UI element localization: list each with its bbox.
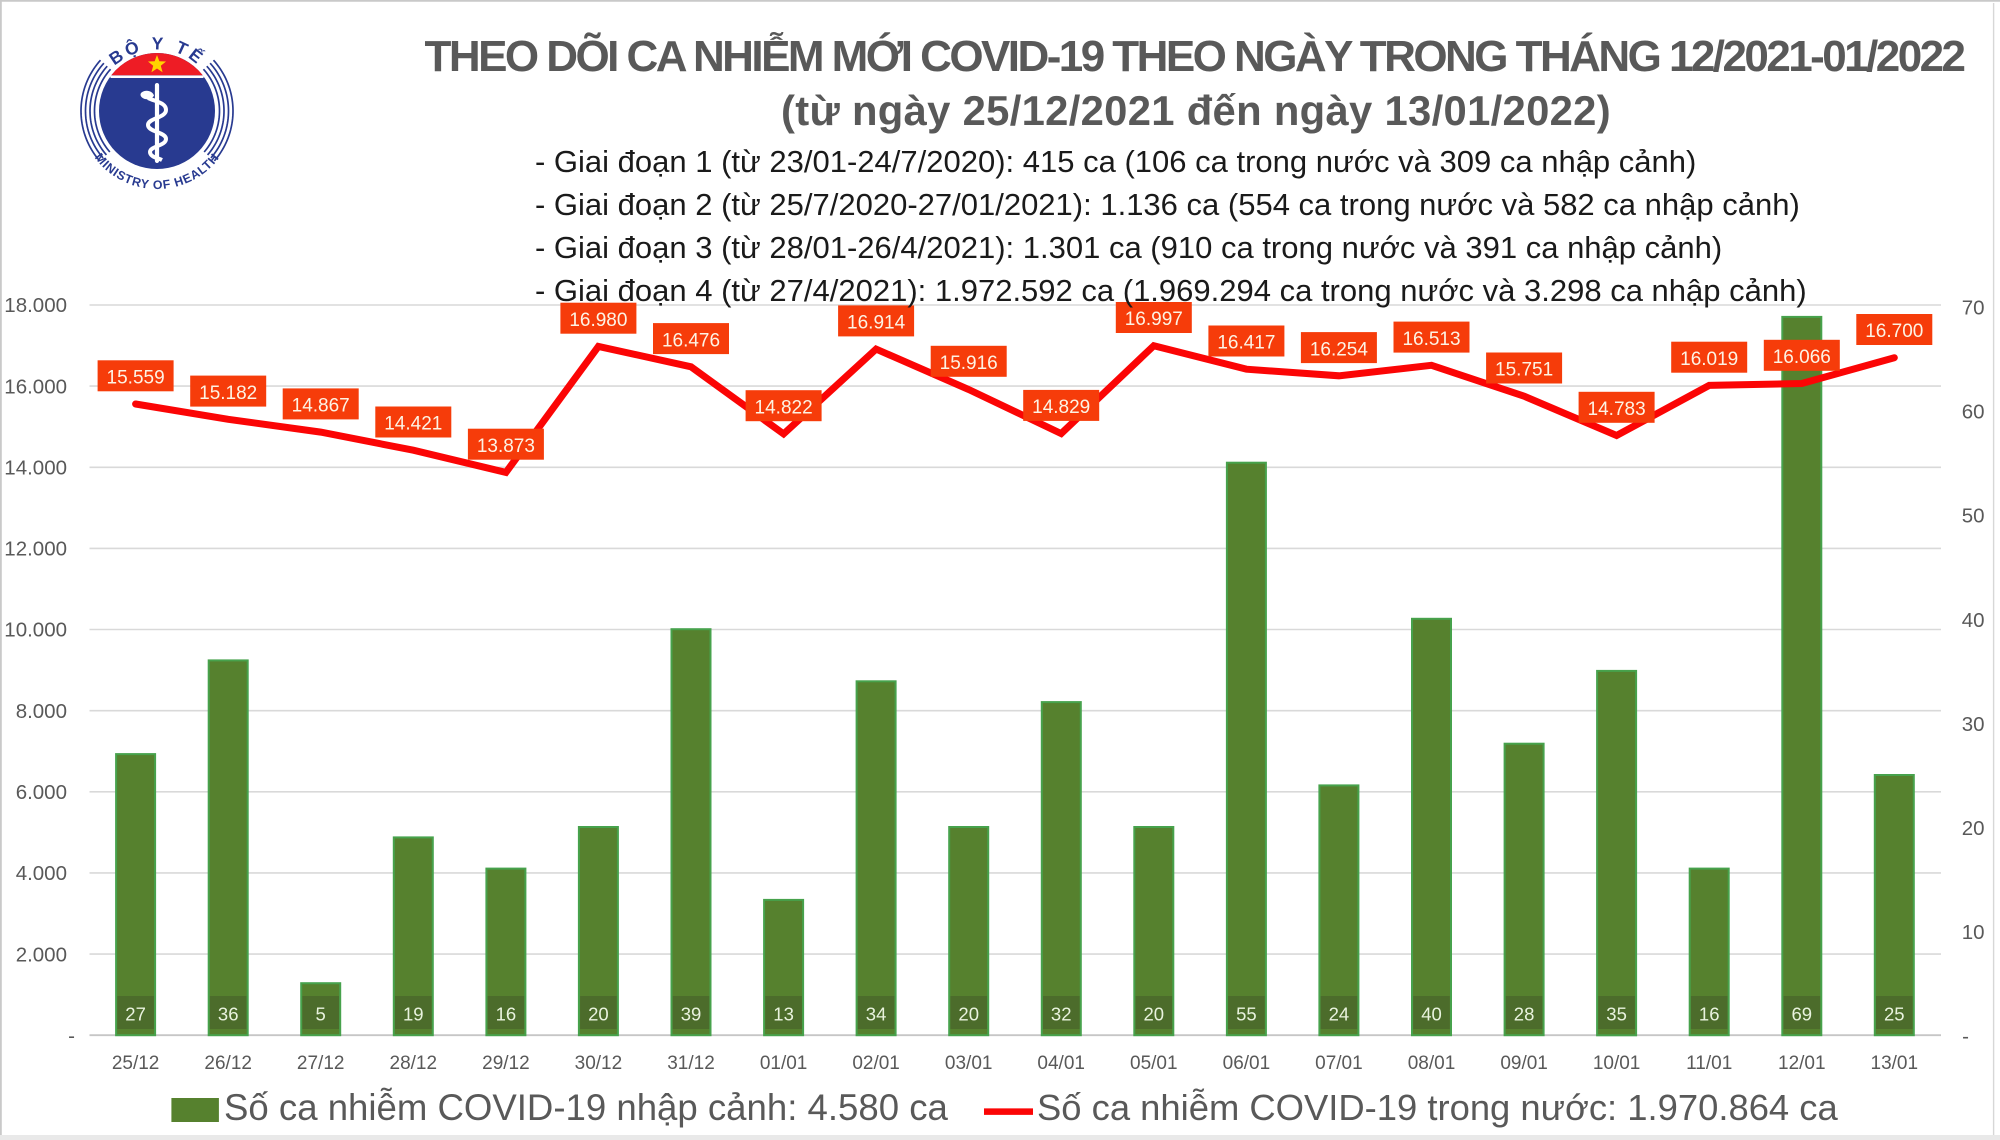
svg-text:10: 10	[1962, 921, 1985, 944]
svg-text:THEO DÕI CA NHIỄM MỚI COVID-19: THEO DÕI CA NHIỄM MỚI COVID-19 THEO NGÀY…	[425, 31, 1965, 81]
svg-text:08/01: 08/01	[1408, 1053, 1456, 1074]
svg-text:09/01: 09/01	[1500, 1053, 1548, 1074]
svg-text:16.997: 16.997	[1125, 309, 1183, 330]
svg-text:16.513: 16.513	[1402, 329, 1460, 350]
svg-text:13: 13	[773, 1004, 794, 1025]
svg-text:13/01: 13/01	[1871, 1053, 1919, 1074]
svg-text:14.783: 14.783	[1588, 399, 1646, 420]
svg-text:19: 19	[403, 1004, 424, 1025]
svg-text:16.700: 16.700	[1865, 321, 1923, 342]
svg-text:55: 55	[1236, 1004, 1257, 1025]
svg-text:16: 16	[496, 1004, 517, 1025]
svg-text:-: -	[1962, 1025, 1969, 1048]
svg-text:20: 20	[958, 1004, 979, 1025]
svg-text:-: -	[68, 1024, 75, 1047]
svg-text:12.000: 12.000	[4, 538, 67, 561]
svg-text:16: 16	[1699, 1004, 1720, 1025]
svg-text:20: 20	[1144, 1004, 1165, 1025]
svg-text:4.000: 4.000	[16, 862, 67, 885]
svg-text:14.000: 14.000	[4, 457, 67, 480]
svg-text:- Giai đoạn 3 (từ 28/01-26/4/2: - Giai đoạn 3 (từ 28/01-26/4/2021): 1.30…	[535, 230, 1722, 265]
svg-text:39: 39	[681, 1004, 702, 1025]
svg-text:05/01: 05/01	[1130, 1053, 1178, 1074]
svg-text:03/01: 03/01	[945, 1053, 993, 1074]
svg-text:50: 50	[1962, 505, 1985, 528]
svg-text:15.559: 15.559	[107, 368, 165, 389]
svg-text:04/01: 04/01	[1037, 1053, 1085, 1074]
svg-text:69: 69	[1792, 1004, 1813, 1025]
svg-text:Số ca nhiễm COVID-19 trong nướ: Số ca nhiễm COVID-19 trong nước: 1.970.8…	[1037, 1087, 1838, 1128]
svg-text:8.000: 8.000	[16, 700, 67, 723]
svg-text:16.019: 16.019	[1680, 349, 1738, 370]
svg-text:40: 40	[1962, 609, 1985, 632]
svg-text:15.916: 15.916	[940, 353, 998, 374]
svg-text:15.751: 15.751	[1495, 360, 1553, 381]
svg-text:14.867: 14.867	[292, 396, 350, 417]
svg-text:2.000: 2.000	[16, 943, 67, 966]
svg-text:30: 30	[1962, 713, 1985, 736]
svg-text:16.476: 16.476	[662, 330, 720, 351]
svg-text:10/01: 10/01	[1593, 1053, 1641, 1074]
svg-text:14.421: 14.421	[384, 414, 442, 435]
svg-text:20: 20	[588, 1004, 609, 1025]
svg-text:10.000: 10.000	[4, 619, 67, 642]
svg-text:28: 28	[1514, 1004, 1535, 1025]
svg-text:26/12: 26/12	[204, 1053, 252, 1074]
svg-text:06/01: 06/01	[1223, 1053, 1271, 1074]
svg-text:34: 34	[866, 1004, 887, 1025]
svg-text:16.417: 16.417	[1217, 333, 1275, 354]
svg-text:29/12: 29/12	[482, 1053, 530, 1074]
svg-text:14.822: 14.822	[755, 397, 813, 418]
svg-text:02/01: 02/01	[852, 1053, 900, 1074]
svg-text:18.000: 18.000	[4, 294, 67, 317]
svg-text:- Giai đoạn 4 (từ 27/4/2021):: - Giai đoạn 4 (từ 27/4/2021): 1.972.592 …	[535, 273, 1807, 308]
svg-text:30/12: 30/12	[575, 1053, 623, 1074]
svg-text:27/12: 27/12	[297, 1053, 345, 1074]
svg-text:16.914: 16.914	[847, 313, 906, 334]
svg-text:Số ca nhiễm COVID-19 nhập cảnh: Số ca nhiễm COVID-19 nhập cảnh: 4.580 ca	[224, 1087, 949, 1128]
svg-text:5: 5	[316, 1004, 326, 1025]
svg-text:20: 20	[1962, 817, 1985, 840]
svg-text:36: 36	[218, 1004, 239, 1025]
svg-text:28/12: 28/12	[390, 1053, 438, 1074]
svg-text:13.873: 13.873	[477, 436, 535, 457]
svg-text:60: 60	[1962, 401, 1985, 424]
svg-text:6.000: 6.000	[16, 781, 67, 804]
svg-text:- Giai đoạn 1 (từ 23/01-24/7/2: - Giai đoạn 1 (từ 23/01-24/7/2020): 415 …	[535, 144, 1696, 179]
svg-text:16.980: 16.980	[569, 310, 627, 331]
svg-text:32: 32	[1051, 1004, 1072, 1025]
svg-text:27: 27	[125, 1004, 146, 1025]
svg-text:25: 25	[1884, 1004, 1905, 1025]
svg-text:12/01: 12/01	[1778, 1053, 1826, 1074]
svg-text:14.829: 14.829	[1032, 397, 1090, 418]
svg-text:24: 24	[1329, 1004, 1350, 1025]
svg-text:07/01: 07/01	[1315, 1053, 1363, 1074]
svg-text:16.066: 16.066	[1773, 347, 1831, 368]
svg-text:01/01: 01/01	[760, 1053, 808, 1074]
svg-text:70: 70	[1962, 297, 1985, 320]
svg-text:11/01: 11/01	[1686, 1053, 1732, 1074]
svg-text:15.182: 15.182	[199, 383, 257, 404]
svg-text:35: 35	[1606, 1004, 1627, 1025]
svg-text:- Giai đoạn 2 (từ 25/7/2020-27: - Giai đoạn 2 (từ 25/7/2020-27/01/2021):…	[535, 187, 1800, 222]
svg-text:(từ ngày 25/12/2021 đến ngày 1: (từ ngày 25/12/2021 đến ngày 13/01/2022)	[781, 87, 1611, 134]
svg-text:25/12: 25/12	[112, 1053, 160, 1074]
svg-text:40: 40	[1421, 1004, 1442, 1025]
svg-text:16.254: 16.254	[1310, 339, 1369, 360]
svg-text:16.000: 16.000	[4, 375, 67, 398]
svg-text:31/12: 31/12	[667, 1053, 715, 1074]
